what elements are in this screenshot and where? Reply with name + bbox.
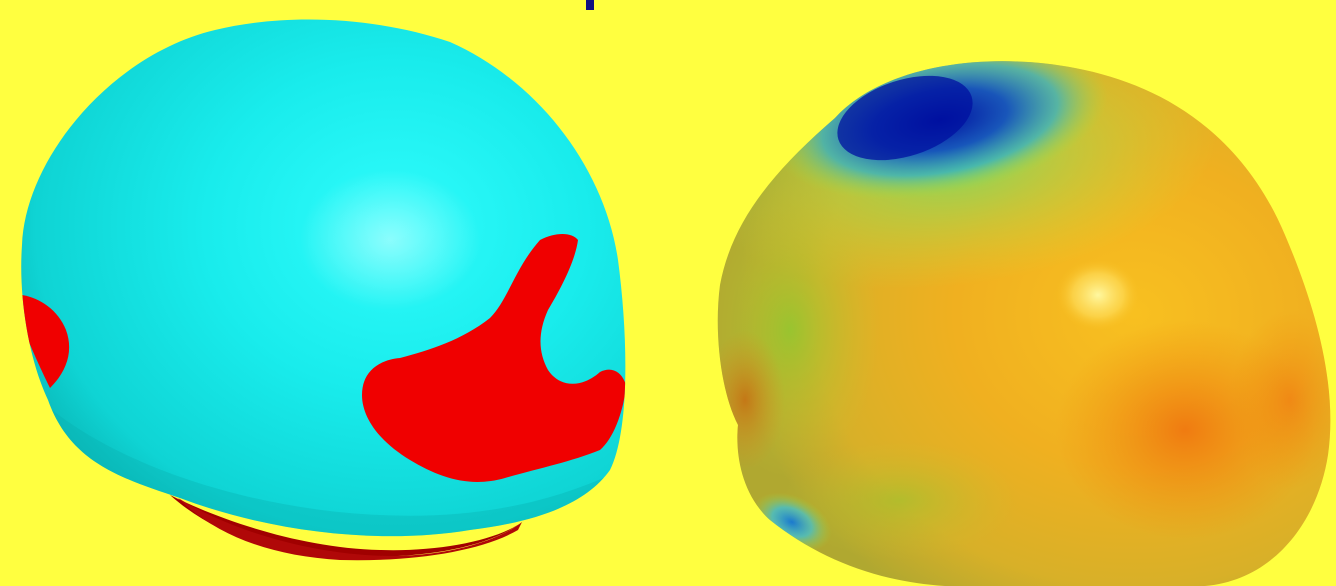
surface-highlight xyxy=(300,170,480,310)
red-region-left xyxy=(22,295,70,388)
pale-high-spot xyxy=(1056,259,1140,331)
red-region-right xyxy=(362,234,626,482)
segmented-surface-panel xyxy=(21,19,626,561)
underside-red-region-lower xyxy=(178,498,522,561)
green-bottom-region xyxy=(780,440,1020,560)
top-marker xyxy=(586,0,594,10)
blue-core xyxy=(837,75,973,161)
orange-right-edge xyxy=(1230,310,1331,490)
